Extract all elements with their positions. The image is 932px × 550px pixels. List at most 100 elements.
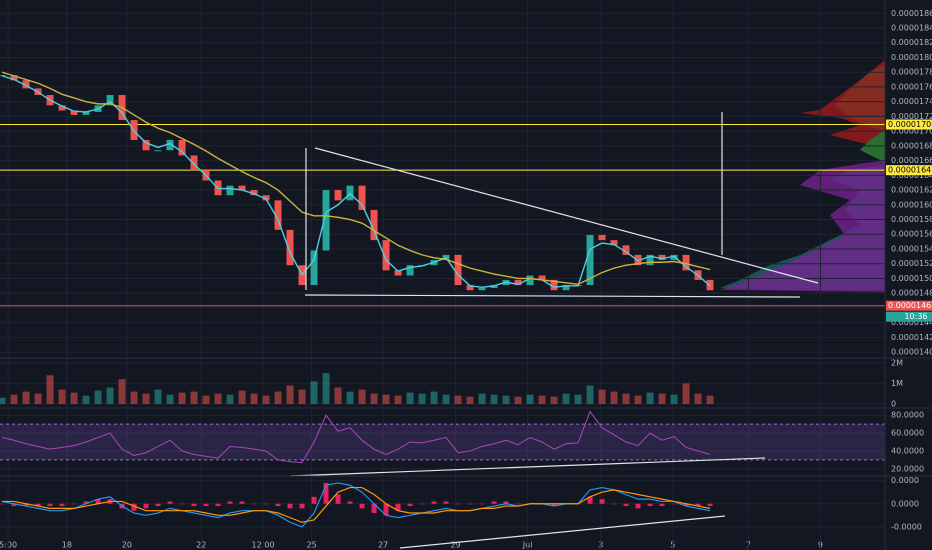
- rsi-band: [0, 424, 885, 460]
- histogram-bar: [395, 503, 401, 511]
- histogram-bar: [203, 503, 209, 507]
- histogram-bar: [215, 503, 221, 507]
- macd-line: [1, 482, 711, 528]
- volume-bar: [370, 393, 378, 404]
- histogram-bar: [95, 499, 101, 504]
- volume-bar: [238, 390, 246, 404]
- y-tick-label: 80.0000: [891, 411, 924, 420]
- trend-line: [314, 147, 819, 284]
- candle: [274, 200, 282, 230]
- histogram-bar: [11, 503, 17, 507]
- y-tick-label: 20.0000: [891, 464, 924, 473]
- histogram-bar: [47, 503, 53, 507]
- candle: [406, 265, 414, 276]
- volume-bar: [454, 395, 462, 404]
- volume-bar: [118, 379, 126, 404]
- histogram-bar: [323, 482, 329, 504]
- histogram-bar: [311, 496, 317, 504]
- histogram-bar: [299, 503, 305, 509]
- volume-bar: [574, 394, 582, 404]
- candle: [238, 185, 246, 191]
- drawings: [289, 112, 819, 549]
- volume-bar: [346, 391, 354, 404]
- histogram-bar: [359, 503, 365, 509]
- rsi-line: [1, 410, 711, 464]
- histogram-bar: [155, 503, 161, 507]
- y-tick-label: 40.0000: [891, 446, 924, 455]
- candle: [562, 285, 570, 291]
- candle: [370, 209, 378, 241]
- candle: [610, 240, 618, 246]
- candle: [106, 95, 114, 106]
- candle: [286, 229, 294, 266]
- histogram-bar: [167, 501, 173, 504]
- candle: [622, 245, 630, 255]
- candle: [454, 254, 462, 286]
- price-label-box: [886, 119, 932, 130]
- volume-bar: [502, 395, 510, 404]
- volume-bar: [466, 396, 474, 404]
- candle: [586, 234, 594, 286]
- volume-bar: [562, 393, 570, 404]
- volume-bar: [94, 390, 102, 404]
- histogram-bar: [695, 503, 701, 507]
- volume-bar: [262, 395, 270, 404]
- histogram-bar: [683, 503, 689, 507]
- candle: [682, 254, 690, 271]
- candle: [466, 285, 474, 291]
- volume-bar: [298, 389, 306, 404]
- y-tick-label: 1M: [891, 379, 903, 388]
- histogram-bar: [383, 503, 389, 516]
- trend-line: [399, 515, 726, 549]
- candle: [598, 234, 606, 241]
- candle: [358, 185, 366, 210]
- volume-bar: [166, 394, 174, 404]
- candle: [550, 279, 558, 291]
- y-tick-label: 0.0000: [891, 499, 919, 508]
- histogram-bar: [503, 501, 509, 504]
- candle: [658, 254, 666, 261]
- price-label: 0.00001463: [888, 301, 932, 310]
- histogram-bar: [635, 503, 641, 509]
- histogram-bar: [443, 501, 449, 504]
- volume-bar: [154, 389, 162, 404]
- profile-up: [860, 130, 885, 165]
- histogram-bar: [419, 503, 425, 505]
- histogram-bar: [335, 494, 341, 504]
- volume-bar: [142, 393, 150, 404]
- volume-bar: [226, 394, 234, 404]
- candle: [82, 111, 90, 115]
- histogram-bar: [551, 503, 557, 507]
- candle: [490, 285, 498, 289]
- histogram-bar: [647, 503, 653, 507]
- volume-bar: [334, 387, 342, 404]
- candle: [154, 150, 162, 152]
- candle: [322, 190, 330, 251]
- volume-bar: [598, 389, 606, 404]
- candle: [514, 279, 522, 286]
- volume-bar: [178, 392, 186, 404]
- histogram-bar: [191, 503, 197, 507]
- histogram-bar: [239, 501, 245, 504]
- volume-profile: [720, 60, 885, 292]
- price-label-box: [886, 165, 932, 176]
- volume-bar: [550, 396, 558, 404]
- volume-bar: [586, 385, 594, 404]
- price-label: 0.00001709: [888, 120, 932, 129]
- histogram-bar: [707, 503, 713, 507]
- candle: [382, 240, 390, 271]
